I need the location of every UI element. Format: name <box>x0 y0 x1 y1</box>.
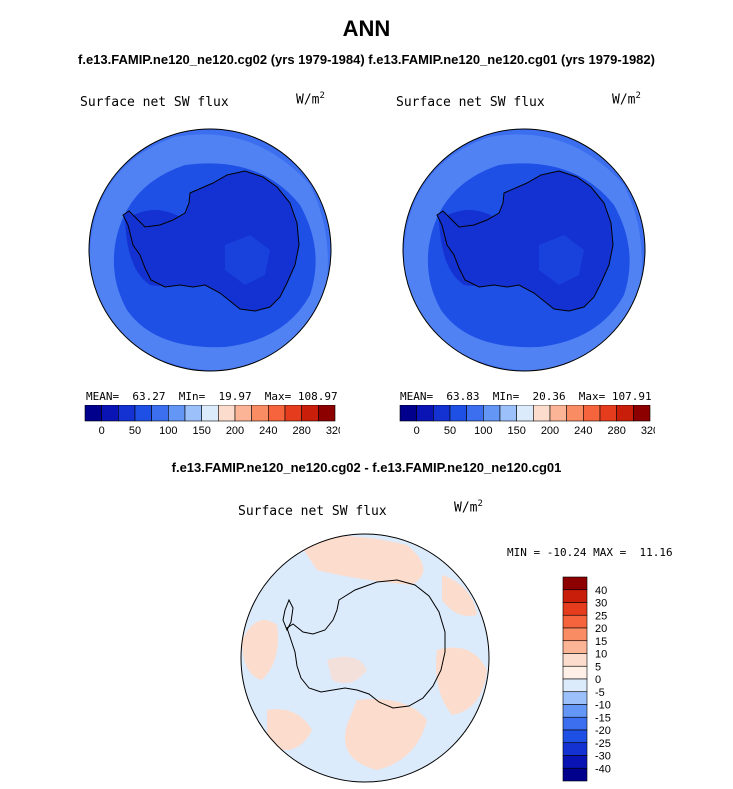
right-colorbar: 0 50 100 150 200 240 280 320 <box>399 405 655 437</box>
figure-subtitle: f.e13.FAMIP.ne120_ne120.cg02 (yrs 1979-1… <box>78 52 655 67</box>
diff-colorbar-tick-label: -20 <box>595 725 611 737</box>
left-panel-title: Surface net SW flux <box>80 95 229 110</box>
right-colorbar-tick-label: 0 <box>414 425 420 437</box>
diff-colorbar-swatch <box>562 716 588 731</box>
difference-subtitle: f.e13.FAMIP.ne120_ne120.cg02 - f.e13.FAM… <box>171 460 562 475</box>
diff-colorbar-tick-label: 40 <box>595 585 607 597</box>
left-colorbar-swatch <box>218 405 236 422</box>
diff-colorbar-tick-label: -30 <box>595 751 611 763</box>
left-colorbar-swatch <box>318 405 336 422</box>
right-colorbar-swatch <box>449 405 467 422</box>
left-colorbar-swatch <box>134 405 152 422</box>
diff-colorbar-tick-label: -5 <box>595 687 605 699</box>
left-colorbar: 0 50 100 150 200 240 280 320 <box>84 405 340 437</box>
diff-colorbar-tick-label: -15 <box>595 712 611 724</box>
left-colorbar-tick-label: 150 <box>192 425 210 437</box>
right-colorbar-swatch <box>466 405 484 422</box>
left-colorbar-tick-label: 0 <box>99 425 105 437</box>
left-colorbar-tick-label: 240 <box>259 425 277 437</box>
right-colorbar-swatch <box>416 405 434 422</box>
diff-colorbar-swatch <box>562 678 588 693</box>
left-colorbar-swatch <box>168 405 186 422</box>
left-colorbar-swatch <box>201 405 219 422</box>
diff-colorbar-tick-label: -25 <box>595 738 611 750</box>
right-colorbar-swatch <box>533 405 551 422</box>
diff-colorbar-swatch <box>562 755 588 769</box>
diff-panel-units: W/m2 <box>454 499 483 516</box>
left-colorbar-tick-label: 320 <box>326 425 340 437</box>
diff-colorbar-swatch <box>562 627 588 642</box>
diff-colorbar-swatch <box>562 640 588 654</box>
right-colorbar-swatch <box>549 405 567 422</box>
left-colorbar-tick-label: 50 <box>129 425 141 437</box>
diff-colorbar-swatch <box>562 704 588 718</box>
left-panel-units: W/m2 <box>296 91 325 108</box>
left-colorbar-swatch <box>118 405 136 422</box>
right-colorbar-swatch <box>516 405 534 422</box>
diff-colorbar-swatch <box>562 614 588 629</box>
right-colorbar-tick-label: 50 <box>444 425 456 437</box>
diff-colorbar-tick-label: 20 <box>595 623 607 635</box>
diff-colorbar-tick-label: 0 <box>595 674 601 686</box>
diff-colorbar-swatch <box>562 729 588 744</box>
left-colorbar-tick-label: 280 <box>292 425 310 437</box>
right-colorbar-swatch <box>633 405 651 422</box>
diff-panel-title: Surface net SW flux <box>238 504 387 519</box>
right-colorbar-swatch <box>566 405 584 422</box>
diff-panel-stats: MIN = -10.24 MAX = 11.16 <box>507 546 673 559</box>
right-polar-map <box>402 128 646 372</box>
diff-colorbar-swatch <box>562 589 588 603</box>
diff-colorbar-tick-label: 15 <box>595 636 607 648</box>
diff-colorbar-swatch <box>562 576 588 591</box>
left-colorbar-swatch <box>101 405 119 422</box>
diff-colorbar-tick-label: 5 <box>595 661 601 673</box>
left-panel-stats: MEAN= 63.27 MIn= 19.97 Max= 108.97 <box>86 390 338 403</box>
diff-colorbar-tick-label: 30 <box>595 598 607 610</box>
right-colorbar-swatch <box>499 405 517 422</box>
left-colorbar-swatch <box>184 405 202 422</box>
right-colorbar-swatch <box>616 405 634 422</box>
diff-colorbar-tick-label: -10 <box>595 700 611 712</box>
right-colorbar-tick-label: 200 <box>541 425 559 437</box>
left-colorbar-swatch <box>251 405 269 422</box>
right-colorbar-swatch <box>399 405 417 422</box>
right-colorbar-swatch <box>433 405 451 422</box>
difference-polar-map <box>240 533 490 783</box>
left-colorbar-swatch <box>84 405 102 422</box>
left-colorbar-swatch <box>268 405 286 422</box>
right-colorbar-tick-label: 280 <box>607 425 625 437</box>
figure-title: ANN <box>342 16 391 41</box>
right-panel-stats: MEAN= 63.83 MIn= 20.36 Max= 107.91 <box>400 390 652 403</box>
right-panel-units: W/m2 <box>612 91 641 108</box>
left-colorbar-swatch <box>234 405 252 422</box>
diff-colorbar-tick-label: 10 <box>595 649 607 661</box>
diff-colorbar-swatch <box>562 653 588 667</box>
right-colorbar-tick-label: 240 <box>574 425 592 437</box>
right-colorbar-swatch <box>483 405 501 422</box>
left-colorbar-swatch <box>284 405 302 422</box>
left-colorbar-swatch <box>151 405 169 422</box>
right-colorbar-swatch <box>599 405 617 422</box>
right-colorbar-tick-label: 150 <box>507 425 525 437</box>
right-colorbar-swatch <box>583 405 601 422</box>
diff-colorbar-tick-label: 25 <box>595 610 607 622</box>
diff-colorbar-tick-label: -40 <box>595 763 611 775</box>
left-colorbar-tick-label: 100 <box>159 425 177 437</box>
right-colorbar-tick-label: 100 <box>474 425 492 437</box>
diff-colorbar-swatch <box>562 691 588 705</box>
left-colorbar-tick-label: 200 <box>226 425 244 437</box>
diff-colorbar-swatch <box>562 742 588 756</box>
diff-colorbar-swatch <box>562 665 588 680</box>
diff-colorbar-swatch <box>562 767 588 782</box>
left-polar-map <box>88 128 332 372</box>
right-panel-title: Surface net SW flux <box>396 95 545 110</box>
diff-colorbar-swatch <box>562 602 588 616</box>
left-colorbar-swatch <box>301 405 319 422</box>
right-colorbar-tick-label: 320 <box>641 425 655 437</box>
